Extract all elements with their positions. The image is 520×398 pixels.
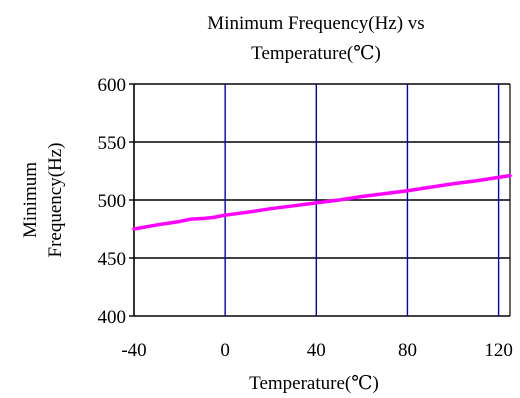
plot-area: 400 450 500 550 600 -40 0 40 80 120 xyxy=(98,75,513,361)
y-tick-label-500: 500 xyxy=(98,191,127,212)
x-tick-label-0: 0 xyxy=(220,340,230,361)
chart-title-line-1: Minimum Frequency(Hz) vs xyxy=(207,13,424,34)
y-axis-label-line-2: Frequency(Hz) xyxy=(45,142,66,257)
y-axis-label-line-1: Minimum xyxy=(20,162,41,238)
chart-title-line-2: Temperature(℃) xyxy=(251,43,381,64)
x-tick-label--40: -40 xyxy=(121,340,146,361)
y-tick-label-450: 450 xyxy=(98,249,127,270)
x-axis-label: Temperature(℃) xyxy=(249,373,379,394)
y-axis-label: Minimum Frequency(Hz) xyxy=(20,142,66,257)
x-tick-label-40: 40 xyxy=(307,340,326,361)
chart-title: Minimum Frequency(Hz) vs Temperature(℃) xyxy=(207,13,424,64)
x-tick-label-80: 80 xyxy=(398,340,417,361)
y-tick-label-400: 400 xyxy=(98,307,127,328)
y-tick-label-550: 550 xyxy=(98,133,127,154)
y-tick-label-600: 600 xyxy=(98,75,127,96)
x-tick-label-120: 120 xyxy=(484,340,513,361)
series-line-0 xyxy=(132,173,512,231)
